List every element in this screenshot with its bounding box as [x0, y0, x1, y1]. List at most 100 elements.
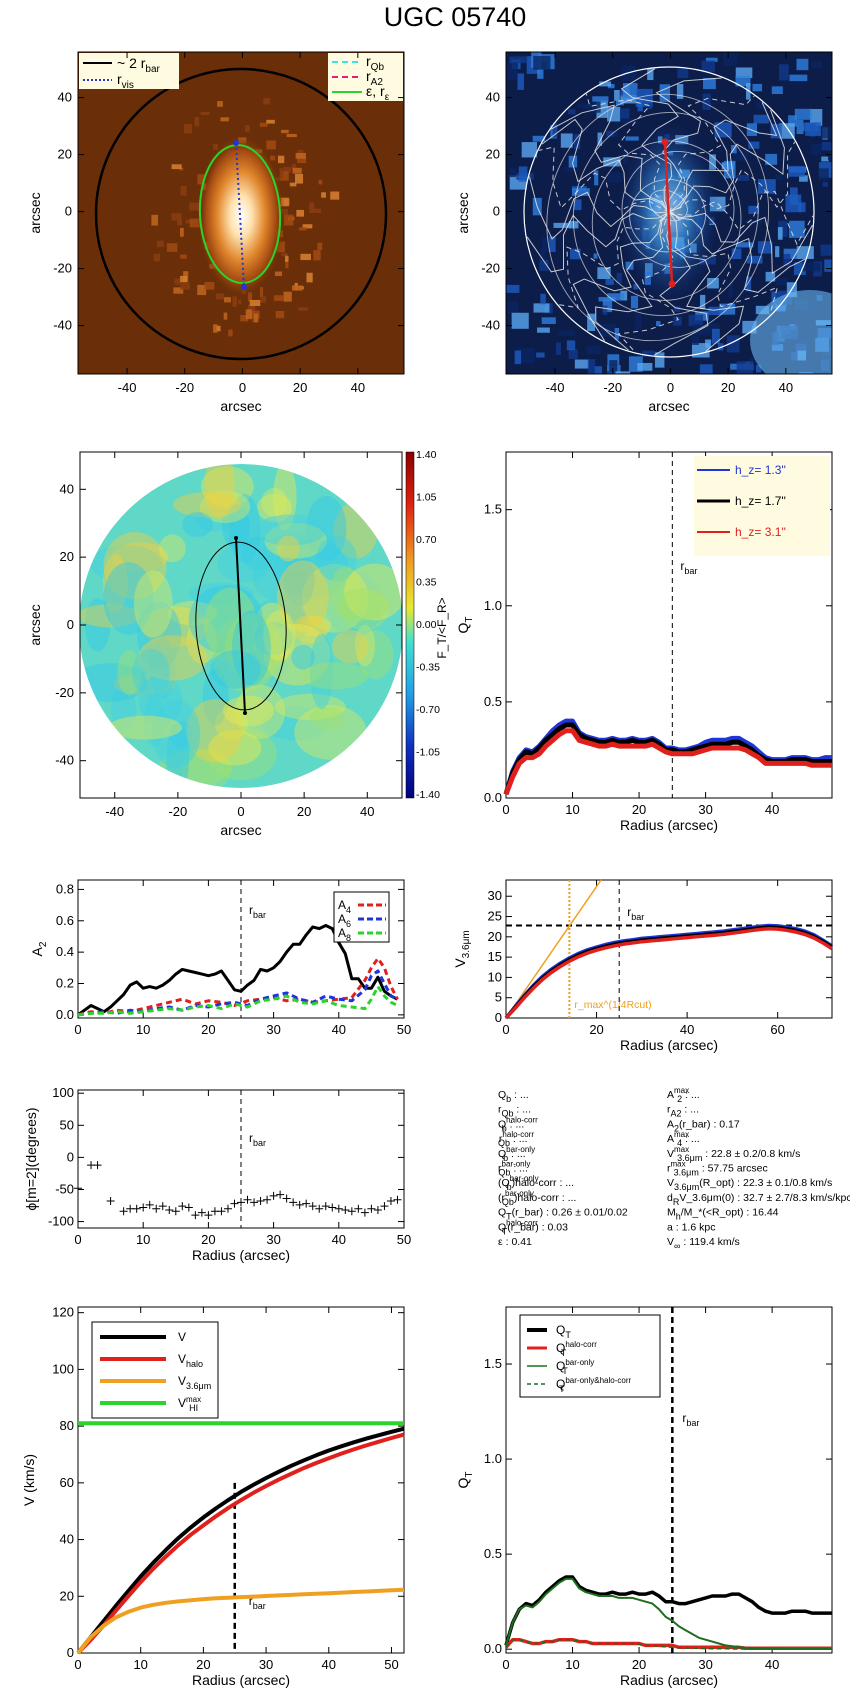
image-blob — [753, 114, 769, 124]
image-blob — [228, 329, 233, 337]
image-blob — [677, 68, 689, 79]
contour-ring — [572, 112, 759, 317]
image-blob — [788, 220, 805, 238]
image-blob — [297, 156, 307, 164]
image-blob — [511, 312, 529, 329]
fourier-series-line — [77, 924, 399, 1017]
image-blob — [607, 106, 621, 122]
image-blob — [709, 154, 716, 170]
map-patch — [301, 563, 369, 633]
velocity-series-line — [76, 1587, 405, 1655]
phase-point — [197, 1208, 206, 1217]
contour-line — [558, 211, 670, 309]
image-blob — [788, 115, 797, 127]
contour-line — [572, 211, 670, 342]
image-blob — [594, 366, 602, 374]
map-patch — [276, 535, 300, 562]
image-blob — [574, 359, 590, 369]
x-tick-label: -20 — [168, 804, 187, 819]
image-blob — [166, 243, 178, 252]
image-blob — [517, 73, 525, 90]
param-left-row: rQb : ... — [498, 1104, 531, 1119]
image-corner-glow — [750, 290, 832, 374]
map-patch — [298, 615, 332, 637]
image-blob — [802, 262, 821, 272]
y-tick-label: 40 — [60, 481, 74, 496]
y-tick-label: 40 — [60, 1532, 74, 1547]
legend-label: Vhalo — [178, 1352, 203, 1369]
image-blob — [607, 354, 620, 365]
y-tick-label: 0 — [67, 617, 74, 632]
map-patch — [182, 511, 213, 538]
image-blob — [185, 219, 194, 224]
y-tick-label: 100 — [52, 1085, 74, 1100]
contour-lines — [526, 68, 814, 356]
image-blob — [829, 372, 832, 374]
bar-axis-top — [661, 138, 669, 146]
map-patch — [294, 705, 367, 760]
phase-point — [289, 1198, 298, 1207]
y-tick-label: -50 — [55, 1181, 74, 1196]
contour-line — [526, 211, 670, 273]
image-blob — [259, 122, 268, 127]
map-bar-bottom — [243, 711, 247, 715]
contour-line — [668, 191, 814, 246]
legend-left-box — [79, 53, 179, 89]
image-blob — [702, 93, 711, 110]
phase-point — [152, 1204, 161, 1213]
image-blob — [279, 168, 284, 179]
phase-point — [165, 1206, 174, 1215]
map-patch — [80, 663, 148, 702]
image-blob — [765, 153, 778, 165]
image-blob — [746, 83, 751, 100]
param-left-row: ε : 0.41 — [498, 1236, 532, 1248]
phase-point — [321, 1202, 330, 1211]
image-blob — [200, 111, 210, 116]
legend-rvis-label: rvis — [117, 71, 134, 91]
phase-point — [393, 1195, 402, 1204]
image-blob — [700, 294, 706, 310]
y-tick-label: -40 — [481, 318, 500, 333]
contour-line — [620, 68, 679, 213]
image-blob — [673, 306, 681, 312]
image-blob — [793, 262, 806, 276]
x-tick-label: 50 — [397, 1022, 411, 1037]
colorbar-tick-label: 0.70 — [416, 534, 437, 546]
map-patch — [309, 706, 344, 730]
image-blob — [217, 101, 223, 107]
image-blob — [602, 305, 608, 315]
image-blob — [197, 174, 205, 185]
image-blob — [775, 174, 783, 180]
x-tick-label: -20 — [175, 380, 194, 395]
p1-xlabel: arcsec — [220, 398, 261, 414]
map-patch — [261, 487, 288, 517]
map-patch — [309, 633, 334, 710]
image-blob — [779, 123, 795, 139]
x-axis-label: Radius (arcsec) — [620, 817, 718, 833]
image-blob — [592, 96, 609, 102]
contour-line — [668, 102, 778, 213]
image-blob — [820, 244, 832, 256]
x-tick-label: 20 — [632, 1657, 646, 1672]
contour-outer-circle — [523, 66, 815, 358]
map-patch — [204, 587, 257, 663]
image-blob — [717, 343, 724, 351]
image-blob — [573, 199, 582, 211]
y-axis-label: V (km/s) — [21, 1454, 37, 1506]
param-left-row: Qhalo-corr b : ... — [498, 1115, 538, 1133]
phase-point — [367, 1204, 376, 1213]
image-blob — [736, 174, 750, 181]
image-blob — [177, 218, 183, 226]
param-right-row: Vmax 3.6μm : 22.8 ± 0.2/0.8 km/s — [667, 1145, 800, 1163]
map-patch — [113, 673, 176, 695]
image-blob — [783, 248, 797, 259]
image-blob — [568, 349, 578, 359]
phase-point — [360, 1208, 369, 1217]
param-right-row: a : 1.6 kpc — [667, 1221, 715, 1233]
x-tick-label: 10 — [565, 1657, 579, 1672]
legend-label: Qhalo-corr T — [556, 1340, 597, 1358]
image-blob — [621, 118, 634, 124]
x-tick-label: 40 — [351, 380, 365, 395]
image-blob — [253, 313, 259, 323]
phase-point — [282, 1194, 291, 1203]
